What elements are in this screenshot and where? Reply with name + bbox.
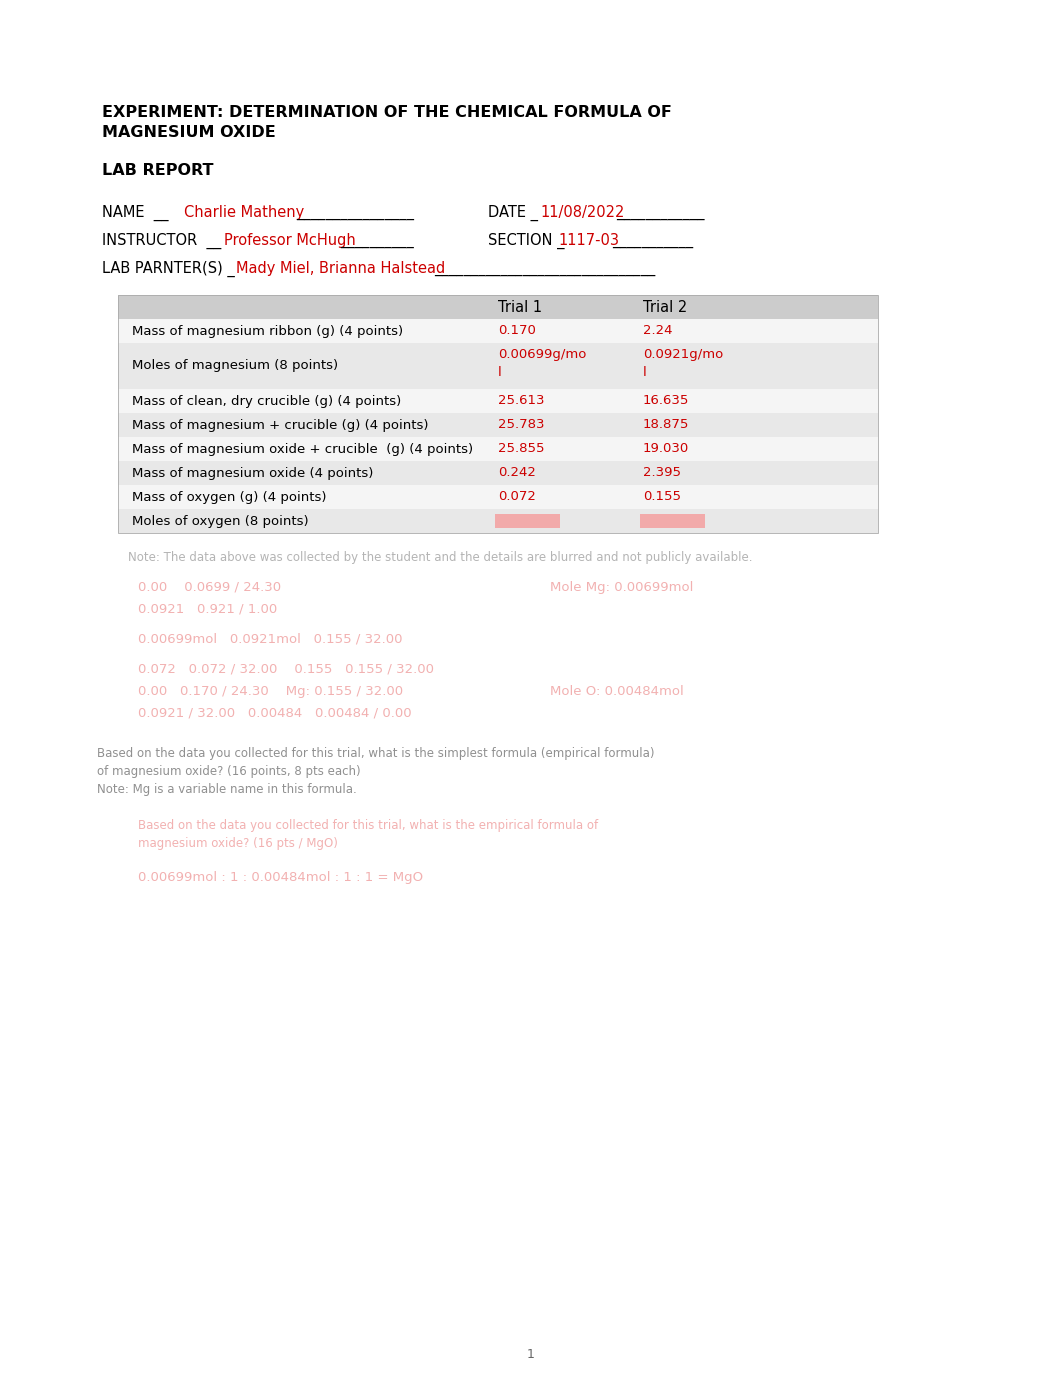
Text: Mole O: 0.00484mol: Mole O: 0.00484mol xyxy=(550,684,684,698)
Bar xyxy=(640,514,705,527)
Text: 0.0921g/mo: 0.0921g/mo xyxy=(643,348,723,361)
Text: __________: __________ xyxy=(340,233,414,248)
Text: 0.00699mol : 1 : 0.00484mol : 1 : 1 = MgO: 0.00699mol : 1 : 0.00484mol : 1 : 1 = Mg… xyxy=(138,872,423,884)
Text: 2.395: 2.395 xyxy=(643,467,681,479)
Text: 0.00699mol   0.0921mol   0.155 / 32.00: 0.00699mol 0.0921mol 0.155 / 32.00 xyxy=(138,633,402,646)
Text: 0.00699g/mo: 0.00699g/mo xyxy=(498,348,586,361)
Text: 0.0921   0.921 / 1.00: 0.0921 0.921 / 1.00 xyxy=(138,603,277,616)
Bar xyxy=(118,509,878,533)
Text: DATE _: DATE _ xyxy=(489,205,538,222)
Text: SECTION _: SECTION _ xyxy=(489,233,565,249)
Text: Mass of oxygen (g) (4 points): Mass of oxygen (g) (4 points) xyxy=(132,490,326,504)
Text: 1117-03: 1117-03 xyxy=(558,233,619,248)
Text: ________________: ________________ xyxy=(296,205,414,220)
Bar xyxy=(118,295,878,533)
Bar xyxy=(495,514,560,527)
Text: ___________: ___________ xyxy=(612,233,693,248)
Bar xyxy=(118,413,878,437)
Text: Mass of magnesium + crucible (g) (4 points): Mass of magnesium + crucible (g) (4 poin… xyxy=(132,419,428,431)
Text: Professor McHugh: Professor McHugh xyxy=(224,233,356,248)
Bar xyxy=(118,388,878,413)
Text: 18.875: 18.875 xyxy=(643,419,689,431)
Bar xyxy=(118,343,878,388)
Text: Mass of clean, dry crucible (g) (4 points): Mass of clean, dry crucible (g) (4 point… xyxy=(132,394,401,408)
Text: l: l xyxy=(498,366,501,379)
Text: 0.00    0.0699 / 24.30: 0.00 0.0699 / 24.30 xyxy=(138,581,281,593)
Text: Charlie Matheny: Charlie Matheny xyxy=(184,205,304,220)
Text: Mass of magnesium oxide + crucible  (g) (4 points): Mass of magnesium oxide + crucible (g) (… xyxy=(132,442,474,456)
Text: MAGNESIUM OXIDE: MAGNESIUM OXIDE xyxy=(102,125,276,140)
Bar xyxy=(118,319,878,343)
Text: LAB REPORT: LAB REPORT xyxy=(102,162,213,178)
Text: Mass of magnesium ribbon (g) (4 points): Mass of magnesium ribbon (g) (4 points) xyxy=(132,325,404,337)
Text: Mole Mg: 0.00699mol: Mole Mg: 0.00699mol xyxy=(550,581,693,593)
Text: 25.855: 25.855 xyxy=(498,442,545,456)
Text: Based on the data you collected for this trial, what is the empirical formula of: Based on the data you collected for this… xyxy=(138,819,598,850)
Text: Trial 2: Trial 2 xyxy=(643,300,687,314)
Text: 25.783: 25.783 xyxy=(498,419,545,431)
Text: 0.170: 0.170 xyxy=(498,325,536,337)
Text: NAME  __: NAME __ xyxy=(102,205,169,222)
Bar xyxy=(118,461,878,485)
Text: Mady Miel, Brianna Halstead: Mady Miel, Brianna Halstead xyxy=(236,262,445,275)
Text: Moles of magnesium (8 points): Moles of magnesium (8 points) xyxy=(132,359,338,373)
Text: INSTRUCTOR  __: INSTRUCTOR __ xyxy=(102,233,221,249)
Text: Mass of magnesium oxide (4 points): Mass of magnesium oxide (4 points) xyxy=(132,467,374,479)
Bar xyxy=(118,437,878,461)
Text: EXPERIMENT: DETERMINATION OF THE CHEMICAL FORMULA OF: EXPERIMENT: DETERMINATION OF THE CHEMICA… xyxy=(102,105,672,120)
Text: Based on the data you collected for this trial, what is the simplest formula (em: Based on the data you collected for this… xyxy=(97,746,654,796)
Text: 0.072: 0.072 xyxy=(498,490,536,504)
Text: Trial 1: Trial 1 xyxy=(498,300,542,314)
Text: ______________________________: ______________________________ xyxy=(434,262,655,275)
Text: 19.030: 19.030 xyxy=(643,442,689,456)
Text: ____________: ____________ xyxy=(616,205,704,220)
Bar xyxy=(118,295,878,319)
Bar xyxy=(118,295,878,533)
Bar xyxy=(118,485,878,509)
Text: 0.155: 0.155 xyxy=(643,490,681,504)
Text: 16.635: 16.635 xyxy=(643,394,689,408)
Text: 11/08/2022: 11/08/2022 xyxy=(539,205,624,220)
Text: Moles of oxygen (8 points): Moles of oxygen (8 points) xyxy=(132,515,309,527)
Text: 0.072   0.072 / 32.00    0.155   0.155 / 32.00: 0.072 0.072 / 32.00 0.155 0.155 / 32.00 xyxy=(138,662,434,676)
Text: 0.00   0.170 / 24.30    Mg: 0.155 / 32.00: 0.00 0.170 / 24.30 Mg: 0.155 / 32.00 xyxy=(138,684,404,698)
Text: 25.613: 25.613 xyxy=(498,394,545,408)
Text: 0.242: 0.242 xyxy=(498,467,536,479)
Text: l: l xyxy=(643,366,647,379)
Text: 2.24: 2.24 xyxy=(643,325,672,337)
Text: 0.0921 / 32.00   0.00484   0.00484 / 0.00: 0.0921 / 32.00 0.00484 0.00484 / 0.00 xyxy=(138,706,412,720)
Text: Note: The data above was collected by the student and the details are blurred an: Note: The data above was collected by th… xyxy=(129,551,753,565)
Text: 1: 1 xyxy=(527,1348,535,1360)
Text: LAB PARNTER(S) _: LAB PARNTER(S) _ xyxy=(102,262,235,277)
